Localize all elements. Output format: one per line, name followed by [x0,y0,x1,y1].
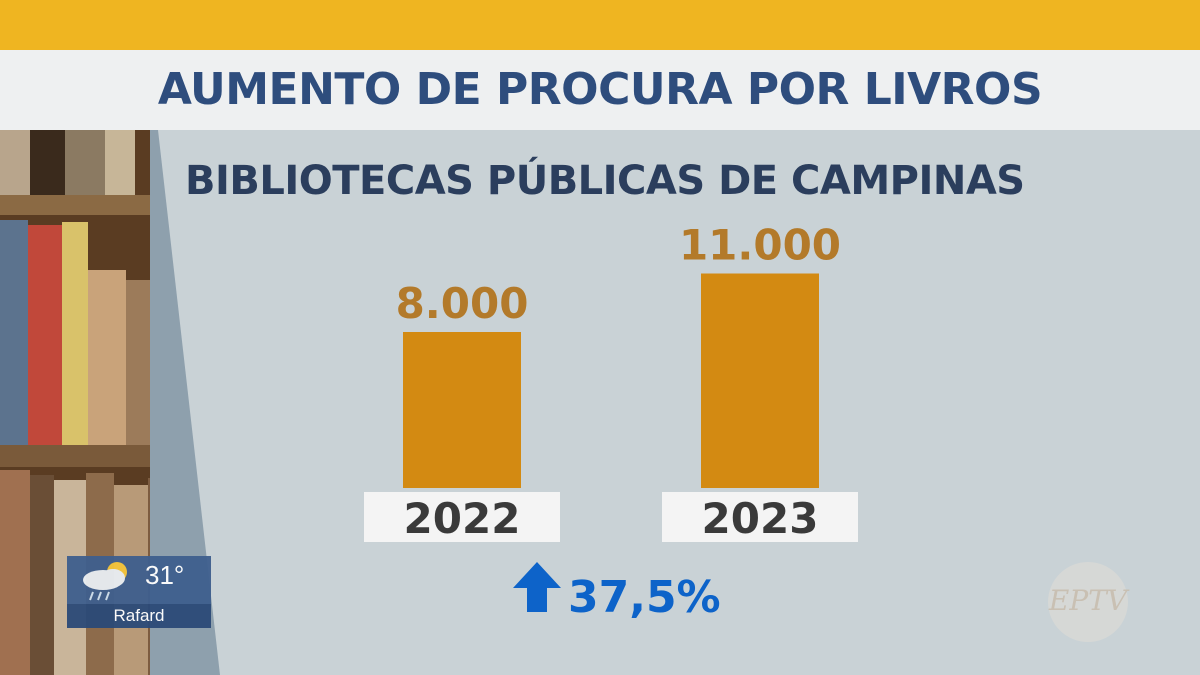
rain-cloud-sun-icon [77,558,137,602]
page-title: AUMENTO DE PROCURA POR LIVROS [157,64,1043,115]
bar-2022 [403,332,521,488]
weather-city: Rafard [67,604,211,628]
top-stripe [0,0,1200,50]
chart-title: BIBLIOTECAS PÚBLICAS DE CAMPINAS [185,158,1025,204]
title-band [0,50,1200,130]
eptv-logo: EPTV [1048,562,1128,642]
weather-widget: 31° Rafard [67,556,211,628]
growth-annotation: 37,5% [568,572,721,623]
category-box-2023 [662,492,858,542]
category-label-2022: 2022 [404,494,521,543]
category-box-2022 [364,492,560,542]
chart-panel [150,130,1200,675]
value-label-2022: 8.000 [396,279,529,328]
value-label-2023: 11.000 [679,221,841,270]
category-label-2023: 2023 [702,494,819,543]
weather-temperature: 31° [145,560,185,590]
up-arrow-icon [513,562,561,612]
bar-2023 [701,273,819,488]
